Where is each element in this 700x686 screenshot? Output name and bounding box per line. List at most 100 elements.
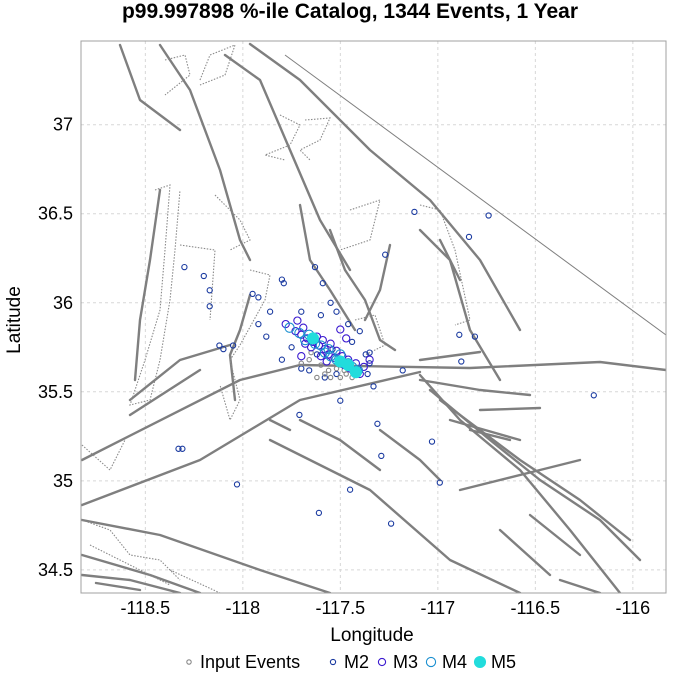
legend-marker-m5 — [473, 655, 487, 669]
x-tick-label: -117 — [420, 598, 455, 618]
y-tick-label: 36 — [53, 293, 73, 313]
legend-marker-input — [186, 659, 192, 665]
point-m2 — [458, 358, 465, 365]
point-m2 — [456, 331, 463, 338]
point-m2 — [374, 420, 381, 427]
axis-ticks: -118.5 -118 -117.5 -117 -116.5 -116 34.5 35 35.5… — [38, 115, 650, 618]
point-m2 — [179, 445, 186, 452]
point-m3 — [336, 325, 345, 334]
point-m2 — [298, 365, 305, 372]
data-points — [175, 208, 597, 527]
point-m2 — [428, 438, 436, 445]
legend-label-m2: M2 — [344, 652, 369, 672]
point-m2 — [411, 208, 418, 216]
point-m2 — [485, 212, 492, 219]
x-axis-label: Longitude — [330, 625, 413, 646]
x-tick-label: -116 — [615, 598, 650, 618]
x-tick-label: -116.5 — [510, 598, 560, 618]
x-tick-label: -117.5 — [315, 598, 365, 618]
point-m2 — [298, 308, 305, 315]
plot-frame — [80, 40, 667, 594]
y-axis-label: Latitude — [4, 286, 25, 354]
legend-marker-m3 — [377, 657, 387, 667]
point-m4 — [325, 351, 336, 362]
point-m2 — [366, 360, 373, 367]
point-m2 — [306, 367, 313, 374]
point-input — [314, 374, 320, 381]
point-m2 — [370, 383, 377, 390]
point-input — [333, 365, 340, 372]
legend-marker-m2 — [329, 658, 337, 666]
legend-label-m3: M3 — [393, 652, 418, 672]
point-m3 — [326, 339, 335, 348]
point-input — [306, 356, 312, 363]
legend-label-input: Input Events — [200, 652, 300, 672]
point-m2 — [387, 520, 395, 527]
point-m2 — [296, 411, 303, 419]
y-tick-label: 37 — [53, 115, 73, 135]
point-m5 — [306, 332, 320, 345]
point-m3 — [297, 352, 306, 361]
point-m4 — [284, 322, 295, 333]
point-m2 — [255, 294, 262, 301]
point-m2 — [327, 299, 334, 306]
point-m3 — [359, 362, 368, 372]
point-m2 — [278, 356, 286, 363]
point-m2 — [321, 374, 328, 381]
point-m2 — [263, 333, 270, 340]
x-tick-label: -118.5 — [120, 598, 170, 618]
point-m2 — [345, 320, 352, 328]
point-m2 — [229, 342, 237, 349]
point-m2 — [333, 308, 340, 315]
point-input — [325, 367, 332, 374]
point-input — [337, 374, 344, 381]
point-m4 — [294, 327, 305, 339]
chart-title: p99.997898 %-ile Catalog, 1344 Events, 1… — [122, 0, 578, 23]
point-m2 — [206, 303, 213, 310]
point-m5 — [349, 366, 362, 379]
y-tick-label: 35.5 — [38, 382, 73, 402]
point-m5 — [342, 359, 355, 372]
point-m2 — [465, 233, 473, 241]
point-m2 — [249, 290, 256, 298]
point-m2 — [366, 349, 373, 356]
point-m2 — [266, 308, 274, 315]
point-input — [298, 360, 305, 367]
point-m2 — [378, 452, 385, 460]
point-m2 — [280, 280, 287, 287]
point-input — [318, 362, 324, 368]
point-m2 — [200, 272, 207, 280]
point-m2 — [288, 344, 295, 351]
point-input — [327, 374, 334, 381]
point-m2 — [311, 263, 319, 271]
point-m3 — [316, 352, 326, 361]
point-m3 — [365, 355, 374, 364]
point-m2 — [333, 370, 340, 378]
point-m3 — [342, 334, 351, 343]
y-tick-label: 35 — [53, 471, 73, 491]
point-m2 — [317, 312, 325, 319]
point-m2 — [346, 486, 354, 493]
point-m2 — [382, 251, 389, 258]
point-m2 — [216, 342, 223, 349]
point-m2 — [436, 479, 443, 486]
point-m3 — [293, 316, 302, 325]
point-m2 — [348, 338, 356, 346]
point-m2 — [255, 320, 262, 328]
point-input — [322, 371, 328, 377]
legend: Input Events M2 M3 M4 M5 — [186, 652, 516, 672]
point-m2 — [590, 392, 597, 399]
legend-label-m4: M4 — [442, 652, 467, 672]
point-m2 — [471, 333, 479, 340]
point-m2 — [175, 445, 182, 452]
point-m2 — [337, 397, 344, 404]
point-m2 — [181, 263, 188, 271]
point-m2 — [206, 287, 213, 294]
fault-map — [81, 42, 666, 593]
legend-label-m5: M5 — [491, 652, 516, 672]
point-m2 — [319, 280, 326, 287]
point-m3 — [318, 335, 327, 345]
point-m2 — [364, 370, 371, 378]
point-m2 — [356, 328, 363, 335]
